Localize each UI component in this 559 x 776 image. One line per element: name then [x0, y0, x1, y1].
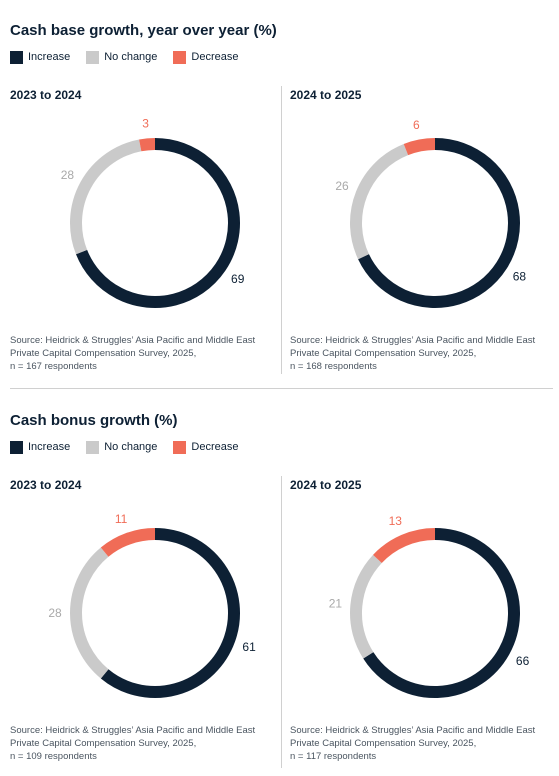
source-text: Source: Heidrick & Struggles’ Asia Pacif… — [10, 725, 256, 749]
legend-label: Increase — [28, 441, 71, 453]
legend-label: Decrease — [191, 51, 239, 63]
swatch-no-change — [86, 440, 100, 454]
panel-divider — [281, 476, 282, 768]
legend-item-increase: Increase — [10, 440, 71, 454]
respondents-count: n = 167 respondents — [10, 361, 97, 372]
section-title: Cash base growth, year over year (%) — [10, 22, 277, 39]
data-label-increase: 66 — [516, 654, 530, 668]
section-divider — [10, 388, 553, 389]
legend-label: No change — [104, 441, 158, 453]
panel-base-2023-2024: 2023 to 2024 69 28 3 Source: Heidrick & St… — [10, 88, 280, 378]
panel-base-2024-2025: 2024 to 2025 68 26 6 Source: Heidrick & St… — [290, 88, 559, 378]
source-note: Source: Heidrick & Struggles’ Asia Pacif… — [10, 334, 272, 373]
donut-segment-increase — [75, 138, 240, 308]
source-text: Source: Heidrick & Struggles’ Asia Pacif… — [290, 335, 536, 359]
donut-chart: 61 28 11 — [48, 512, 256, 698]
panel-title: 2023 to 2024 — [10, 88, 82, 102]
swatch-increase — [10, 440, 23, 454]
donut-segment-no-change — [70, 139, 142, 255]
data-label-increase: 68 — [513, 270, 527, 284]
respondents-count: n = 117 respondents — [290, 751, 377, 762]
swatch-no-change — [86, 50, 100, 64]
data-label-decrease: 3 — [142, 116, 149, 130]
source-text: Source: Heidrick & Struggles’ Asia Pacif… — [10, 335, 256, 359]
swatch-decrease — [173, 50, 187, 64]
legend-item-increase: Increase — [10, 50, 71, 64]
donut-chart: 68 26 6 — [335, 118, 527, 308]
panel-bonus-2024-2025: 2024 to 2025 66 21 13 Source: Heidrick & S… — [290, 478, 559, 768]
panel-title: 2023 to 2024 — [10, 478, 82, 492]
donut-segment-decrease — [373, 528, 436, 564]
panel-title: 2024 to 2025 — [290, 88, 362, 102]
swatch-decrease — [173, 440, 187, 454]
donut-segment-decrease — [100, 528, 156, 557]
legend-item-decrease: Decrease — [173, 440, 239, 454]
legend-label: No change — [104, 51, 158, 63]
donut-segment-decrease — [139, 138, 156, 152]
donut-segment-increase — [358, 138, 520, 308]
section-cash-base: Cash base growth, year over year (%) Inc… — [10, 22, 559, 378]
donut-segment-decrease — [403, 138, 436, 156]
panel-divider — [281, 86, 282, 374]
data-label-increase: 61 — [242, 640, 256, 654]
donut-segment-increase — [100, 528, 240, 698]
section-title: Cash bonus growth (%) — [10, 412, 178, 429]
data-label-no-change: 28 — [61, 168, 75, 182]
respondents-count: n = 168 respondents — [290, 361, 377, 372]
data-label-no-change: 21 — [329, 597, 343, 611]
legend-item-decrease: Decrease — [173, 50, 239, 64]
donut-segment-no-change — [350, 143, 409, 260]
legend-item-no-change: No change — [86, 440, 158, 454]
data-label-decrease: 13 — [389, 514, 403, 528]
donut-chart: 66 21 13 — [329, 514, 530, 698]
respondents-count: n = 109 respondents — [10, 751, 97, 762]
legend-label: Decrease — [191, 441, 239, 453]
panel-title: 2024 to 2025 — [290, 478, 362, 492]
donut-segment-no-change — [70, 547, 109, 679]
source-note: Source: Heidrick & Struggles’ Asia Pacif… — [10, 724, 272, 763]
swatch-increase — [10, 50, 23, 64]
legend: Increase No change Decrease — [10, 50, 255, 64]
legend-item-no-change: No change — [86, 50, 158, 64]
donut-segment-increase — [363, 528, 520, 698]
data-label-increase: 69 — [231, 272, 245, 286]
data-label-no-change: 28 — [48, 606, 62, 620]
legend-label: Increase — [28, 51, 71, 63]
section-cash-bonus: Cash bonus growth (%) Increase No change… — [0, 390, 559, 776]
donut-segment-no-change — [350, 554, 382, 659]
legend: Increase No change Decrease — [10, 440, 255, 454]
donut-chart: 69 28 3 — [61, 116, 245, 308]
source-text: Source: Heidrick & Struggles’ Asia Pacif… — [290, 725, 536, 749]
source-note: Source: Heidrick & Struggles’ Asia Pacif… — [290, 724, 552, 763]
data-label-decrease: 6 — [413, 118, 420, 132]
panel-bonus-2023-2024: 2023 to 2024 61 28 11 Source: Heidrick & S… — [10, 478, 280, 768]
data-label-decrease: 11 — [115, 512, 128, 526]
source-note: Source: Heidrick & Struggles’ Asia Pacif… — [290, 334, 552, 373]
data-label-no-change: 26 — [335, 179, 349, 193]
